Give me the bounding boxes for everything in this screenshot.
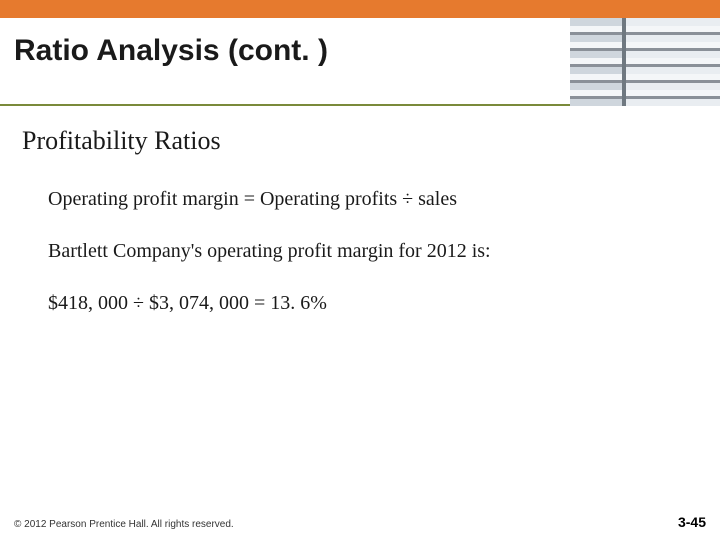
body-line: $418, 000 ÷ $3, 074, 000 = 13. 6% (48, 290, 698, 316)
slide: Ratio Analysis (cont. ) (0, 0, 720, 540)
section-subtitle: Profitability Ratios (22, 126, 698, 156)
slide-body: Profitability Ratios Operating profit ma… (0, 106, 720, 316)
decorative-photo (570, 18, 720, 106)
header: Ratio Analysis (cont. ) (0, 18, 720, 106)
page-number: 3-45 (678, 514, 706, 530)
body-line: Bartlett Company's operating profit marg… (48, 238, 698, 264)
body-line: Operating profit margin = Operating prof… (48, 186, 698, 212)
footer: © 2012 Pearson Prentice Hall. All rights… (14, 514, 706, 530)
accent-bar (0, 0, 720, 18)
copyright-text: © 2012 Pearson Prentice Hall. All rights… (14, 519, 234, 530)
